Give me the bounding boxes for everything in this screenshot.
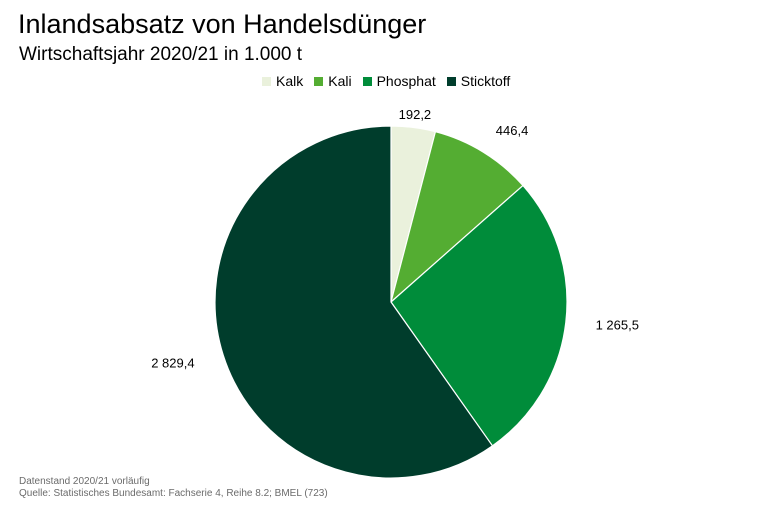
legend-label-phosphat: Phosphat <box>376 73 436 89</box>
legend-item-phosphat: Phosphat <box>362 71 436 91</box>
chart-legend: Kalk Kali Phosphat Sticktoff <box>262 71 521 91</box>
data-label-sticktoff: 2 829,4 <box>151 356 194 371</box>
legend-item-kali: Kali <box>314 71 352 91</box>
legend-item-sticktoff: Sticktoff <box>446 71 511 91</box>
chart-title: Inlandsabsatz von Handelsdünger <box>18 9 427 39</box>
pie-slice-kali <box>389 130 524 304</box>
legend-label-sticktoff: Sticktoff <box>460 73 511 89</box>
chart-subtitle: Wirtschaftsjahr 2020/21 in 1.000 t <box>19 44 303 65</box>
footer-data-status: Datenstand 2020/21 vorläufig <box>19 476 150 487</box>
data-label-kali: 446,4 <box>496 123 529 138</box>
chart-footer: Datenstand 2020/21 vorläufig Quelle: Sta… <box>19 476 328 500</box>
footer-source: Quelle: Statistisches Bundesamt: Fachser… <box>19 488 328 499</box>
data-label-kalk: 192,2 <box>399 107 432 122</box>
legend-label-kali: Kali <box>328 73 352 89</box>
legend-swatch-sticktoff <box>446 76 456 86</box>
legend-label-kalk: Kalk <box>276 73 304 89</box>
pie-slice-sticktoff <box>214 125 494 479</box>
legend-item-kalk: Kalk <box>262 71 303 91</box>
legend-swatch-kali <box>314 76 324 86</box>
legend-swatch-kalk <box>262 76 271 86</box>
data-label-phosphat: 1 265,5 <box>596 317 639 332</box>
pie-slice-phosphat <box>390 184 568 447</box>
legend-swatch-phosphat <box>362 76 372 86</box>
